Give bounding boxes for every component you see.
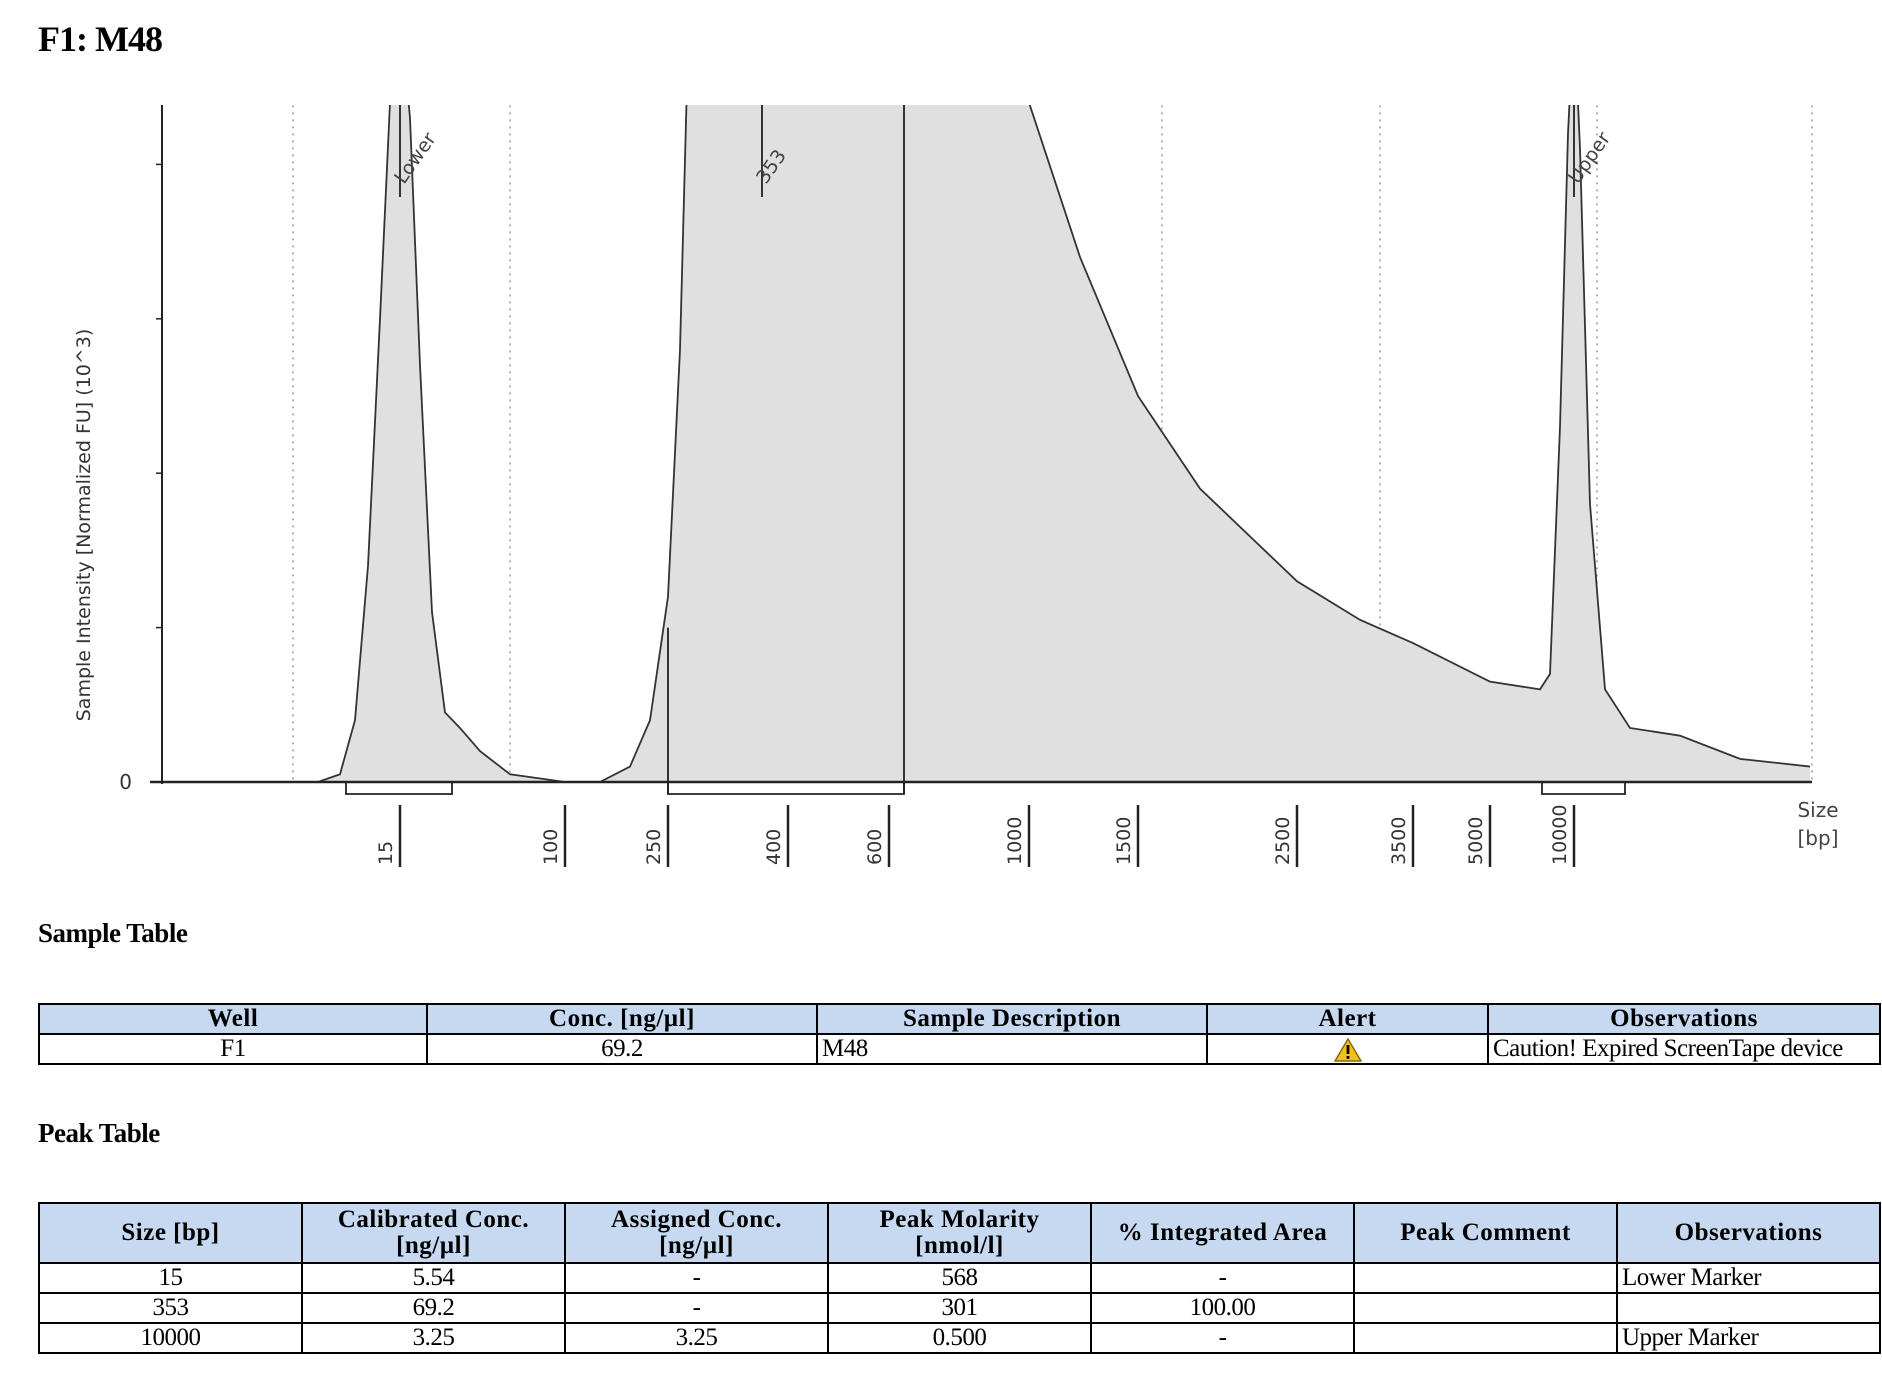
page-title: F1: M48 — [38, 19, 163, 59]
cell-alert — [1206, 1033, 1489, 1065]
x-tick-label: 400 — [763, 829, 785, 865]
x-tick-label: 600 — [864, 829, 886, 865]
x-tick-label: 3500 — [1388, 817, 1410, 865]
cell-size: 15 — [38, 1262, 303, 1294]
cell-assigned-conc: - — [564, 1262, 829, 1294]
cell-sample-description: M48 — [816, 1033, 1208, 1065]
header-size: Size [bp] — [38, 1202, 303, 1264]
table-row: 10000 3.25 3.25 0.500 - Upper Marker — [38, 1322, 1881, 1354]
axis-layer — [150, 105, 1812, 867]
sample-table-title: Sample Table — [38, 918, 188, 948]
header-observations: Observations — [1616, 1202, 1881, 1264]
cell-peak-molarity: 568 — [827, 1262, 1092, 1294]
cell-assigned-conc: 3.25 — [564, 1322, 829, 1354]
region-bracket — [667, 782, 905, 795]
header-peak-molarity: Peak Molarity [nmol/l] — [827, 1202, 1092, 1264]
cell-observations: Upper Marker — [1616, 1322, 1881, 1354]
region-bracket — [1541, 782, 1626, 795]
peak-table-title: Peak Table — [38, 1118, 160, 1148]
peak-table-header-row: Size [bp] Calibrated Conc. [ng/µl] Assig… — [38, 1202, 1881, 1264]
electropherogram-chart: Lower353Upper051015Sample Intensity [Nor… — [73, 105, 1839, 867]
x-tick-label: 250 — [643, 829, 665, 865]
sample-table: Well Conc. [ng/µl] Sample Description Al… — [38, 1003, 1881, 1065]
header-alert: Alert — [1206, 1003, 1489, 1035]
cell-calibrated-conc: 3.25 — [301, 1322, 566, 1354]
cell-integrated-area: - — [1090, 1322, 1355, 1354]
trace-area — [162, 105, 1810, 782]
x-tick-label: 2500 — [1272, 817, 1294, 865]
table-row: 353 69.2 - 301 100.00 — [38, 1292, 1881, 1324]
region-bracket — [345, 782, 453, 795]
x-axis-label: [bp] — [1798, 826, 1839, 850]
cell-integrated-area: 100.00 — [1090, 1292, 1355, 1324]
cell-peak-molarity: 0.500 — [827, 1322, 1092, 1354]
cell-observations: Caution! Expired ScreenTape device — [1487, 1033, 1881, 1065]
header-assigned-conc: Assigned Conc. [ng/µl] — [564, 1202, 829, 1264]
header-calibrated-conc: Calibrated Conc. [ng/µl] — [301, 1202, 566, 1264]
trace-line — [162, 105, 1811, 783]
cell-observations: Lower Marker — [1616, 1262, 1881, 1294]
header-peak-comment: Peak Comment — [1353, 1202, 1618, 1264]
table-row: 15 5.54 - 568 - Lower Marker — [38, 1262, 1881, 1294]
cell-observations — [1616, 1292, 1881, 1324]
x-tick-label: 5000 — [1465, 817, 1487, 865]
cell-well: F1 — [38, 1033, 428, 1065]
cell-peak-comment — [1353, 1292, 1618, 1324]
x-tick-label: 15 — [375, 841, 397, 865]
cell-assigned-conc: - — [564, 1292, 829, 1324]
x-tick-label: 1000 — [1004, 817, 1026, 865]
cell-size: 10000 — [38, 1322, 303, 1354]
cell-calibrated-conc: 69.2 — [301, 1292, 566, 1324]
cell-peak-comment — [1353, 1322, 1618, 1354]
header-conc: Conc. [ng/µl] — [426, 1003, 818, 1035]
cell-calibrated-conc: 5.54 — [301, 1262, 566, 1294]
header-observations: Observations — [1487, 1003, 1881, 1035]
cell-peak-molarity: 301 — [827, 1292, 1092, 1324]
header-well: Well — [38, 1003, 428, 1035]
header-sample-description: Sample Description — [816, 1003, 1208, 1035]
cell-peak-comment — [1353, 1262, 1618, 1294]
x-tick-label: 1500 — [1113, 817, 1135, 865]
cell-integrated-area: - — [1090, 1262, 1355, 1294]
x-tick-label: 10000 — [1549, 805, 1571, 865]
cell-size: 353 — [38, 1292, 303, 1324]
x-tick-label: 100 — [540, 829, 562, 865]
peak-table: Size [bp] Calibrated Conc. [ng/µl] Assig… — [38, 1202, 1881, 1354]
header-integrated-area: % Integrated Area — [1090, 1202, 1355, 1264]
plot-layer — [162, 105, 1811, 795]
x-axis-label: Size — [1797, 798, 1838, 822]
cell-conc: 69.2 — [426, 1033, 818, 1065]
warning-icon — [1333, 1038, 1362, 1063]
table-row: F1 69.2 M48 Caution! Expired ScreenTape … — [38, 1033, 1881, 1065]
label-layer: Lower353Upper051015Sample Intensity [Nor… — [73, 128, 1839, 865]
y-axis-label: Sample Intensity [Normalized FU] (10^3) — [73, 329, 95, 722]
sample-table-header-row: Well Conc. [ng/µl] Sample Description Al… — [38, 1003, 1881, 1035]
y-tick-label: 0 — [119, 770, 132, 794]
